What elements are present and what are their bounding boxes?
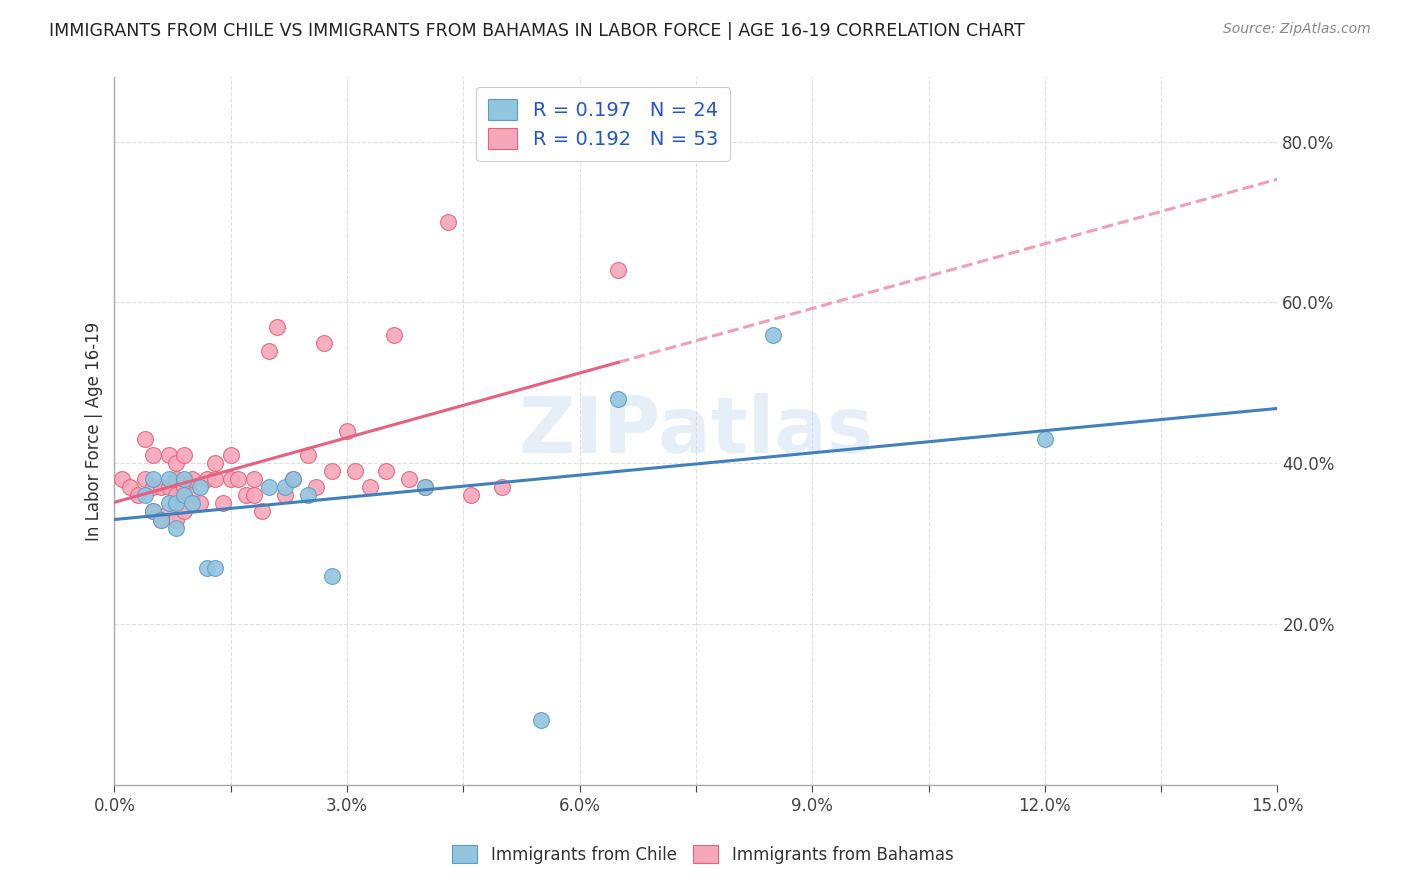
Point: [460, 488, 482, 502]
Point: [1033, 432, 1056, 446]
Point: [127, 488, 149, 502]
Legend: Immigrants from Chile, Immigrants from Bahamas: Immigrants from Chile, Immigrants from B…: [446, 838, 960, 871]
Point: [212, 496, 235, 510]
Point: [157, 496, 180, 510]
Point: [157, 472, 180, 486]
Point: [149, 480, 172, 494]
Point: [118, 480, 141, 494]
Point: [149, 512, 172, 526]
Point: [336, 424, 359, 438]
Point: [243, 472, 266, 486]
Point: [165, 512, 187, 526]
Point: [204, 560, 226, 574]
Point: [297, 488, 319, 502]
Point: [281, 472, 304, 486]
Point: [243, 488, 266, 502]
Point: [165, 496, 187, 510]
Point: [111, 472, 134, 486]
Point: [607, 392, 630, 406]
Point: [219, 472, 242, 486]
Point: [204, 472, 226, 486]
Point: [157, 504, 180, 518]
Text: ZIPatlas: ZIPatlas: [519, 393, 873, 469]
Point: [413, 480, 436, 494]
Point: [297, 448, 319, 462]
Point: [149, 512, 172, 526]
Point: [259, 343, 281, 358]
Point: [413, 480, 436, 494]
Point: [188, 496, 211, 510]
Point: [188, 480, 211, 494]
Point: [312, 335, 335, 350]
Point: [165, 472, 187, 486]
Point: [228, 472, 250, 486]
Point: [173, 480, 195, 494]
Point: [134, 432, 156, 446]
Point: [173, 488, 195, 502]
Point: [181, 496, 204, 510]
Point: [530, 714, 553, 728]
Point: [165, 488, 187, 502]
Point: [398, 472, 420, 486]
Point: [142, 504, 165, 518]
Point: [321, 464, 343, 478]
Point: [321, 568, 343, 582]
Point: [250, 504, 273, 518]
Text: Source: ZipAtlas.com: Source: ZipAtlas.com: [1223, 22, 1371, 37]
Point: [259, 480, 281, 494]
Point: [165, 520, 187, 534]
Y-axis label: In Labor Force | Age 16-19: In Labor Force | Age 16-19: [86, 321, 103, 541]
Point: [134, 488, 156, 502]
Point: [436, 215, 458, 229]
Point: [142, 480, 165, 494]
Point: [197, 472, 219, 486]
Point: [173, 504, 195, 518]
Point: [173, 472, 195, 486]
Point: [762, 327, 785, 342]
Point: [274, 488, 297, 502]
Point: [204, 456, 226, 470]
Text: IMMIGRANTS FROM CHILE VS IMMIGRANTS FROM BAHAMAS IN LABOR FORCE | AGE 16-19 CORR: IMMIGRANTS FROM CHILE VS IMMIGRANTS FROM…: [49, 22, 1025, 40]
Point: [197, 560, 219, 574]
Point: [142, 504, 165, 518]
Point: [274, 480, 297, 494]
Point: [181, 472, 204, 486]
Point: [374, 464, 396, 478]
Point: [607, 263, 630, 277]
Point: [142, 448, 165, 462]
Point: [235, 488, 257, 502]
Point: [359, 480, 381, 494]
Point: [134, 472, 156, 486]
Point: [305, 480, 328, 494]
Point: [173, 448, 195, 462]
Point: [219, 448, 242, 462]
Point: [165, 456, 187, 470]
Point: [491, 480, 513, 494]
Point: [181, 488, 204, 502]
Legend: R = 0.197   N = 24, R = 0.192   N = 53: R = 0.197 N = 24, R = 0.192 N = 53: [477, 87, 730, 161]
Point: [157, 480, 180, 494]
Point: [157, 448, 180, 462]
Point: [343, 464, 366, 478]
Point: [382, 327, 405, 342]
Point: [281, 472, 304, 486]
Point: [266, 319, 288, 334]
Point: [142, 472, 165, 486]
